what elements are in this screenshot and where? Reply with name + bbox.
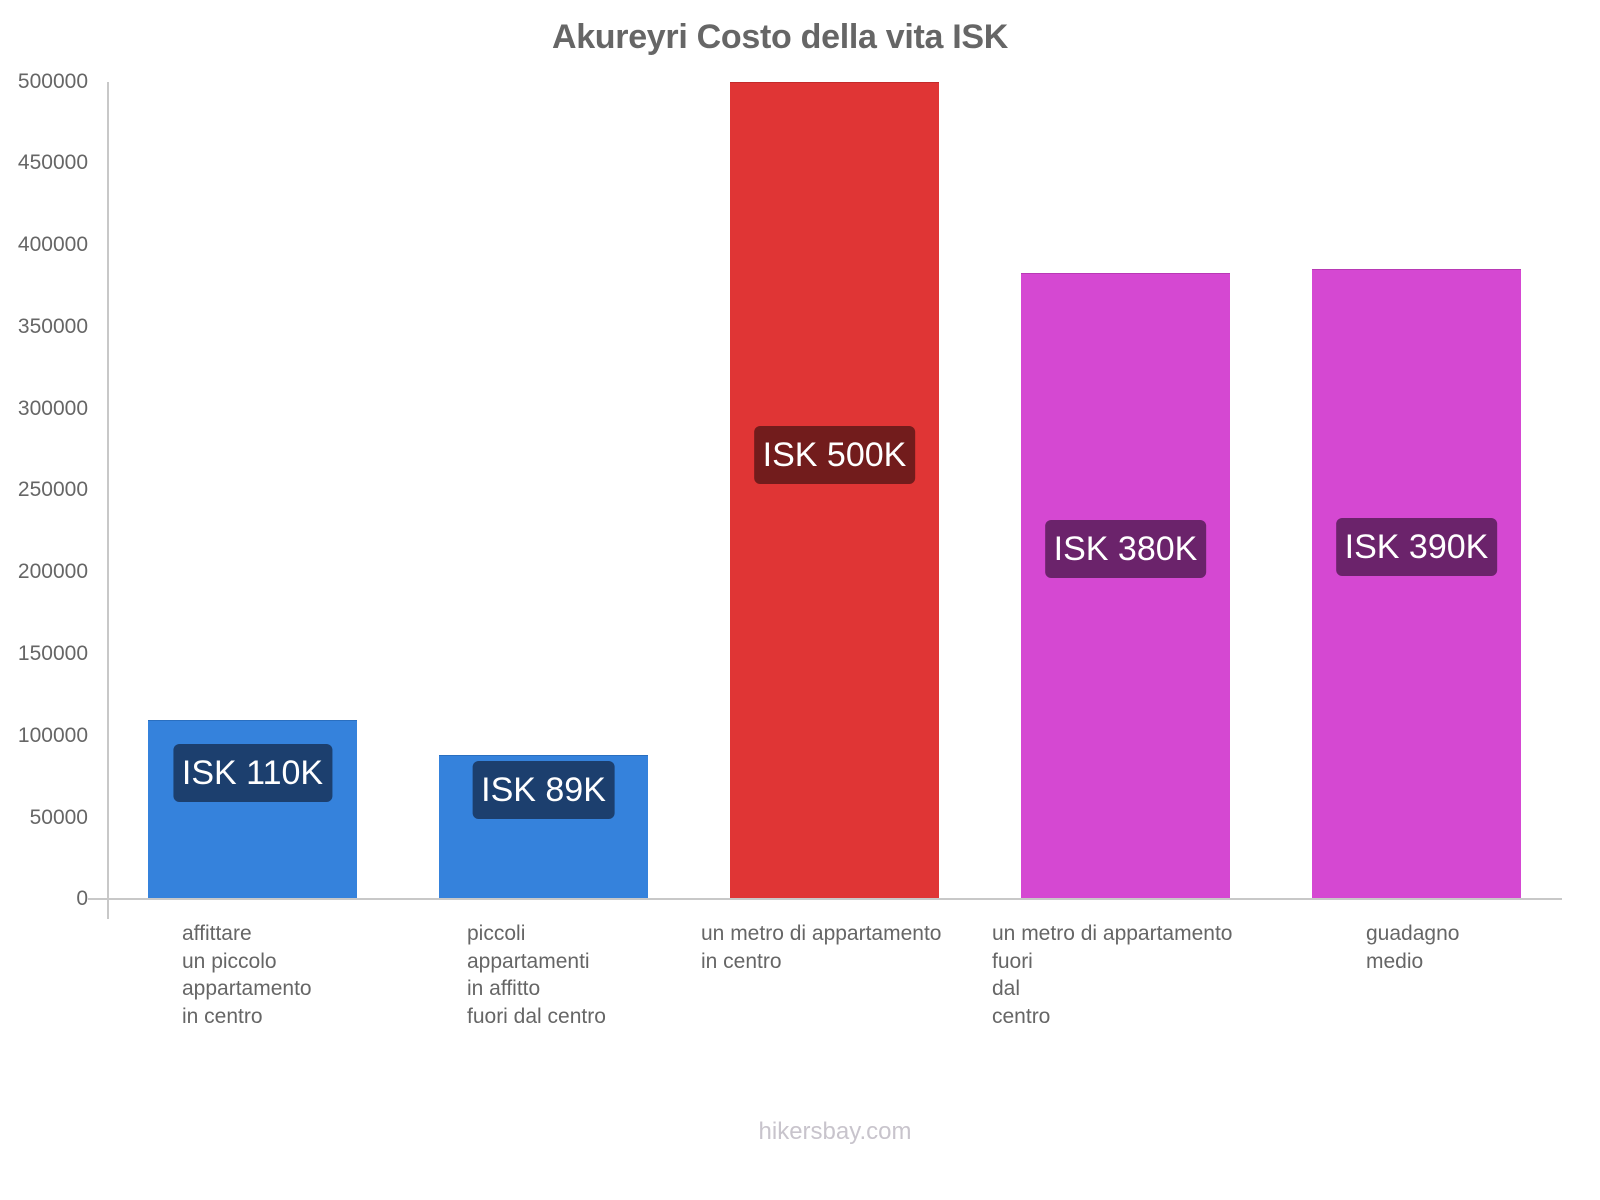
bar-sqm-center: ISK 500K	[730, 82, 939, 899]
y-axis-line	[107, 82, 109, 919]
y-tick-label: 450000	[17, 151, 88, 174]
y-tick-label: 250000	[17, 478, 88, 501]
y-tick-label: 0	[76, 887, 88, 910]
x-tick-label: affittare un piccolo appartamento in cen…	[182, 922, 312, 1028]
y-tick-label: 400000	[17, 233, 88, 256]
value-label: ISK 500K	[753, 426, 916, 484]
bar-rent-small-outside: ISK 89K	[439, 755, 648, 899]
y-tick-label: 350000	[17, 315, 88, 338]
bar-sqm-outside: ISK 380K	[1021, 273, 1230, 899]
chart-title: Akureyri Costo della vita ISK	[551, 18, 1009, 56]
y-tick-label: 200000	[17, 560, 88, 583]
value-label: ISK 89K	[472, 761, 615, 819]
y-tick-label: 300000	[17, 397, 88, 420]
y-tick-label: 500000	[17, 70, 88, 93]
value-label: ISK 110K	[172, 744, 333, 802]
y-tick-label: 50000	[29, 806, 88, 829]
value-label: ISK 390K	[1335, 518, 1498, 576]
x-tick-label: piccoli appartamenti in affitto fuori da…	[467, 922, 606, 1028]
watermark: hikersbay.com	[758, 1118, 912, 1145]
value-label: ISK 380K	[1044, 520, 1207, 578]
y-tick-label: 100000	[17, 724, 88, 747]
x-tick-label: guadagno medio	[1366, 922, 1460, 973]
bar-rent-small-center: ISK 110K	[148, 720, 357, 899]
x-axis-line	[88, 898, 1562, 900]
bar-average-salary: ISK 390K	[1312, 269, 1521, 899]
y-tick-label: 150000	[17, 642, 88, 665]
x-tick-label: un metro di appartamento in centro	[701, 922, 942, 973]
x-tick-label: un metro di appartamento fuori dal centr…	[992, 922, 1233, 1028]
